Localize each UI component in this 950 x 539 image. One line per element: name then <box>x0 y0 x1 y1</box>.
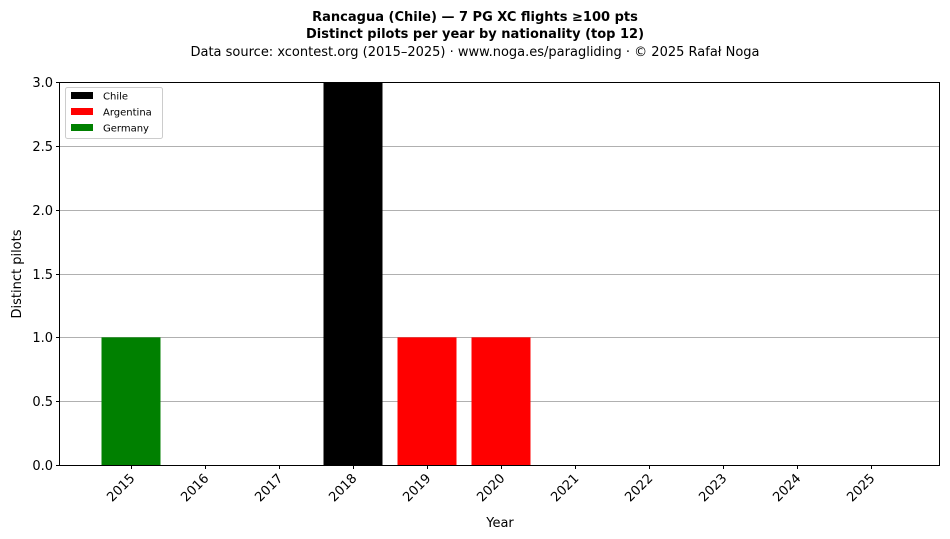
bar-argentina-2020 <box>471 337 531 465</box>
chart-title-line2: Distinct pilots per year by nationality … <box>306 27 644 42</box>
x-tick-label: 2016 <box>178 471 212 505</box>
x-axis-label: Year <box>485 516 514 531</box>
x-tick-label: 2020 <box>474 471 508 505</box>
bar-chile-2018 <box>323 82 383 465</box>
chart-subtitle: Data source: xcontest.org (2015–2025) · … <box>190 45 759 60</box>
x-tick-label: 2015 <box>104 471 138 505</box>
y-tick-label: 0.5 <box>32 395 53 410</box>
y-tick-label: 2.5 <box>32 140 53 155</box>
legend-swatch-chile <box>71 92 93 99</box>
y-axis-label: Distinct pilots <box>10 229 25 318</box>
legend-swatch-germany <box>71 124 93 131</box>
bar-layer <box>101 82 531 465</box>
y-tick-label: 1.0 <box>32 331 53 346</box>
legend-label-germany: Germany <box>103 124 149 135</box>
y-tick-label: 1.5 <box>32 268 53 283</box>
grid-layer <box>60 146 940 402</box>
x-tick-label: 2018 <box>326 471 360 505</box>
x-tick-label: 2019 <box>400 471 434 505</box>
bar-germany-2015 <box>101 337 161 465</box>
legend-label-chile: Chile <box>103 92 128 103</box>
y-tick-label: 0.0 <box>32 459 53 474</box>
bar-argentina-2019 <box>397 337 457 465</box>
y-tick-label: 3.0 <box>32 76 53 91</box>
x-tick-label: 2023 <box>696 471 730 505</box>
x-tick-label: 2022 <box>622 471 656 505</box>
x-tick-label: 2021 <box>548 471 582 505</box>
chart-title-line1: Rancagua (Chile) — 7 PG XC flights ≥100 … <box>312 10 638 25</box>
y-axis: 0.0 0.5 1.0 1.5 2.0 2.5 3.0 <box>32 76 60 474</box>
x-axis: 2015 2016 2017 2018 2019 2020 2021 2022 2023 2024… <box>104 465 878 505</box>
legend-swatch-argentina <box>71 108 93 115</box>
x-tick-label: 2024 <box>770 471 804 505</box>
legend: Chile Argentina Germany <box>65 87 163 139</box>
x-tick-label: 2017 <box>252 471 286 505</box>
legend-label-argentina: Argentina <box>103 108 152 119</box>
x-tick-label: 2025 <box>844 471 878 505</box>
y-tick-label: 2.0 <box>32 204 53 219</box>
